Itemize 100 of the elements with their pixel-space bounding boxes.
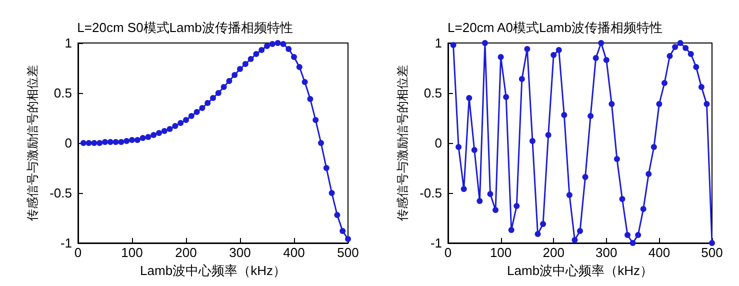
x-tick-label: 300 <box>229 245 251 260</box>
point <box>514 203 520 209</box>
point <box>518 76 525 82</box>
x-tick-label: 400 <box>283 245 305 260</box>
point <box>561 112 568 118</box>
x-tick-label: 200 <box>542 245 564 260</box>
point <box>492 207 499 213</box>
y-tick-label: 1 <box>64 36 72 50</box>
point <box>302 79 308 85</box>
point <box>476 198 483 204</box>
point <box>264 43 270 49</box>
y-axis-title: 传感信号与激励信号的相位差 <box>396 65 410 221</box>
point <box>529 138 536 144</box>
point <box>318 140 324 146</box>
point <box>232 72 238 78</box>
x-tick-label: 200 <box>175 245 197 260</box>
point <box>460 186 467 192</box>
point <box>220 84 227 90</box>
point <box>253 51 260 57</box>
point <box>498 54 504 60</box>
point <box>269 41 276 47</box>
x-tick-label: 100 <box>121 245 143 260</box>
point <box>215 90 222 96</box>
chart-title: L=20cm A0模式Lamb波传播相频特性 <box>448 20 662 35</box>
point <box>635 232 642 238</box>
point <box>286 46 292 52</box>
point <box>199 105 206 111</box>
point <box>80 140 86 146</box>
y-tick-label: -0.5 <box>420 186 442 200</box>
point <box>640 206 646 212</box>
point <box>704 101 710 107</box>
point <box>102 139 108 145</box>
point <box>572 237 578 243</box>
point <box>682 45 689 51</box>
point <box>672 44 678 50</box>
point <box>693 64 700 70</box>
x-tick-label: 0 <box>444 245 452 260</box>
point <box>242 61 248 67</box>
x-tick-label: 0 <box>74 245 82 260</box>
point <box>666 53 673 59</box>
point <box>656 101 662 107</box>
point <box>258 47 265 53</box>
point <box>296 64 302 70</box>
point <box>709 240 715 246</box>
point <box>592 55 599 61</box>
y-tick-label: -1 <box>430 236 442 250</box>
point <box>188 113 194 119</box>
y-tick-label: 0.5 <box>54 86 72 100</box>
point <box>112 139 119 145</box>
point <box>156 130 162 136</box>
point <box>210 95 216 101</box>
point <box>630 240 636 246</box>
point <box>456 144 462 150</box>
point <box>466 95 472 101</box>
point <box>328 190 335 196</box>
point <box>172 123 178 129</box>
y-tick-label: 0 <box>434 136 442 150</box>
y-axis-title: 传感信号与激励信号的相位差 <box>26 65 40 221</box>
point <box>677 40 684 46</box>
point <box>307 96 314 102</box>
point <box>471 147 478 153</box>
point <box>237 66 243 72</box>
point <box>545 132 552 138</box>
point <box>226 78 232 84</box>
point <box>582 174 588 180</box>
point <box>140 135 146 141</box>
x-axis-title: Lamb波中心频率（kHz） <box>507 262 653 278</box>
x-tick-label: 100 <box>490 245 512 260</box>
point <box>150 132 157 138</box>
point <box>86 140 92 146</box>
y-tick-label: 0.5 <box>424 86 442 100</box>
point <box>134 137 140 143</box>
point <box>323 165 330 171</box>
point <box>503 94 510 100</box>
y-tick-label: -1 <box>60 236 72 250</box>
point <box>566 192 572 198</box>
point <box>624 232 631 238</box>
point <box>161 128 168 134</box>
point <box>145 134 152 140</box>
point <box>646 171 652 177</box>
point <box>614 156 620 162</box>
point <box>550 52 557 58</box>
point <box>166 126 173 132</box>
point <box>688 51 694 57</box>
point <box>598 40 604 46</box>
point <box>274 40 281 46</box>
y-tick-label: 0 <box>64 136 72 150</box>
point <box>524 46 530 52</box>
point <box>450 42 456 48</box>
point <box>619 196 626 202</box>
y-tick-label: 1 <box>434 36 442 50</box>
point <box>118 139 124 145</box>
point <box>603 57 610 63</box>
point <box>334 212 340 218</box>
x-tick-label: 500 <box>701 245 723 260</box>
point <box>280 41 286 47</box>
point <box>194 109 200 115</box>
point <box>588 113 594 119</box>
point <box>487 191 494 197</box>
point <box>608 101 615 107</box>
